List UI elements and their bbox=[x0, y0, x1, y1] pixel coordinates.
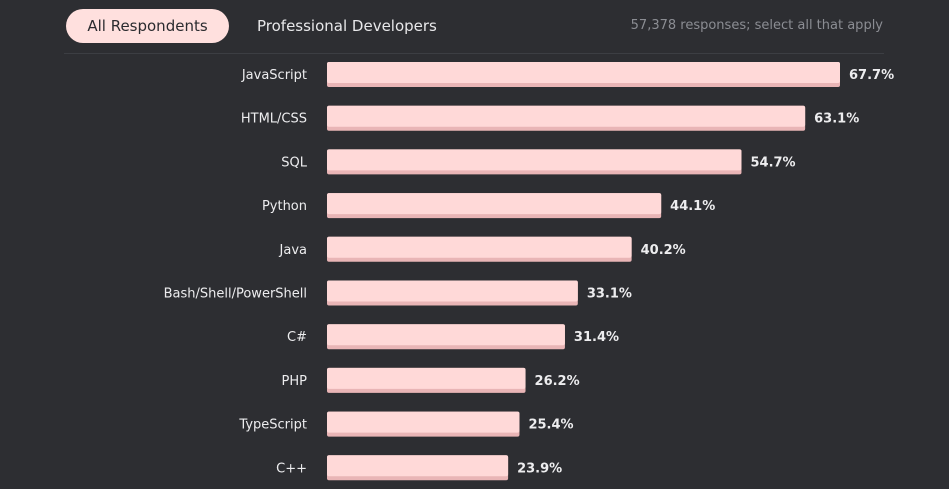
category-label: PHP bbox=[282, 374, 308, 389]
bar bbox=[327, 367, 526, 389]
bar-row: Java 40.2% bbox=[279, 236, 686, 262]
responses-note: 57,378 responses; select all that apply bbox=[630, 18, 883, 33]
bar-row: Python 44.1% bbox=[262, 193, 715, 219]
value-label: 26.2% bbox=[535, 374, 580, 389]
value-label: 33.1% bbox=[587, 287, 632, 302]
header-divider bbox=[64, 53, 884, 54]
value-label: 54.7% bbox=[750, 155, 795, 170]
bar bbox=[327, 105, 806, 127]
bar-row: C++ 23.9% bbox=[276, 455, 562, 481]
value-label: 31.4% bbox=[574, 330, 619, 345]
bar-row: Bash/Shell/PowerShell 33.1% bbox=[164, 280, 632, 306]
bar bbox=[327, 236, 632, 258]
value-label: 44.1% bbox=[670, 199, 715, 214]
category-label: Python bbox=[262, 199, 307, 214]
value-label: 40.2% bbox=[641, 243, 686, 258]
value-label: 25.4% bbox=[528, 418, 573, 433]
bar bbox=[327, 455, 509, 477]
bar bbox=[327, 62, 840, 83]
value-label: 63.1% bbox=[814, 112, 859, 127]
bar bbox=[327, 193, 662, 215]
bar bbox=[327, 411, 520, 433]
category-label: C# bbox=[287, 330, 307, 345]
bar-row: SQL 54.7% bbox=[281, 149, 796, 175]
top-bar: All Respondents Professional Developers … bbox=[0, 0, 949, 52]
value-label: 67.7% bbox=[849, 68, 894, 83]
bar bbox=[327, 280, 578, 302]
category-label: Bash/Shell/PowerShell bbox=[164, 287, 307, 302]
tab-all-respondents[interactable]: All Respondents bbox=[66, 9, 229, 43]
bar-row: PHP 26.2% bbox=[282, 367, 580, 393]
bar-row: C# 31.4% bbox=[287, 324, 619, 350]
category-label: JavaScript bbox=[241, 68, 307, 83]
category-label: HTML/CSS bbox=[241, 112, 307, 127]
bar bbox=[327, 324, 565, 346]
category-label: SQL bbox=[281, 155, 307, 170]
value-label: 23.9% bbox=[517, 461, 562, 476]
bar-row: TypeScript 25.4% bbox=[238, 411, 574, 437]
bar bbox=[327, 149, 742, 171]
tab-professional-developers[interactable]: Professional Developers bbox=[257, 17, 437, 35]
bar-row: HTML/CSS 63.1% bbox=[241, 105, 859, 131]
category-label: C++ bbox=[276, 461, 307, 476]
category-label: Java bbox=[279, 243, 307, 258]
bar-row: JavaScript 67.7% bbox=[241, 62, 894, 87]
category-label: TypeScript bbox=[238, 418, 307, 433]
